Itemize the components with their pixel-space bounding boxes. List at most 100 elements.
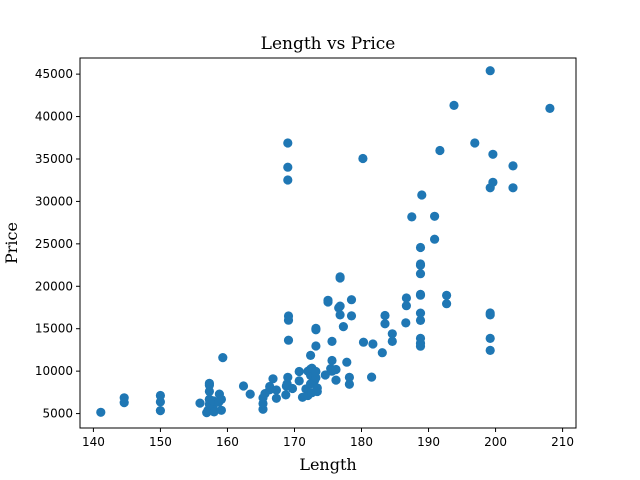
data-point (294, 366, 304, 377)
data-point (271, 393, 281, 403)
data-point (415, 341, 426, 351)
x-tick-label: 210 (551, 435, 574, 449)
data-point (283, 335, 294, 345)
data-point (415, 259, 426, 269)
data-point (311, 323, 321, 333)
data-point (283, 372, 293, 382)
data-point (335, 272, 345, 282)
data-point (344, 379, 354, 389)
data-point (342, 357, 352, 367)
data-point (281, 390, 291, 400)
data-point (415, 242, 426, 253)
data-point (306, 350, 316, 360)
data-point (488, 149, 498, 159)
data-point (368, 339, 378, 349)
y-tick-label: 20000 (35, 279, 73, 293)
data-point (204, 386, 214, 396)
y-tick-label: 25000 (35, 237, 73, 251)
data-point (327, 355, 337, 366)
data-point (238, 381, 249, 391)
data-point (545, 103, 555, 113)
x-tick-label: 170 (283, 435, 306, 449)
data-point (380, 319, 390, 329)
data-point (377, 348, 387, 358)
data-point (331, 375, 341, 385)
data-point (407, 212, 417, 222)
data-point (271, 385, 281, 395)
x-tick-label: 140 (82, 435, 105, 449)
data-point (268, 374, 278, 384)
data-point (401, 293, 411, 303)
x-axis-ticks: 140 150 160 170 180 190 200 210 (82, 428, 574, 449)
data-point (485, 333, 495, 343)
y-tick-label: 35000 (35, 152, 73, 166)
y-tick-label: 30000 (35, 194, 73, 208)
data-point (283, 315, 294, 325)
data-point (311, 341, 321, 351)
data-point (430, 211, 440, 221)
data-point (283, 138, 293, 148)
data-point (312, 383, 322, 393)
data-point (209, 407, 219, 417)
data-point (508, 161, 518, 171)
data-point (218, 353, 228, 363)
data-point (358, 153, 368, 164)
data-point (442, 299, 452, 309)
data-point (435, 145, 445, 156)
data-point (387, 329, 397, 339)
x-tick-label: 180 (350, 435, 373, 449)
data-point (195, 398, 205, 408)
data-point (204, 378, 214, 388)
data-point (335, 310, 345, 320)
y-tick-label: 5000 (42, 407, 73, 421)
y-axis-ticks: 5000 10000 15000 20000 25000 30000 35000 40000 4… (35, 67, 80, 421)
data-point (417, 190, 427, 200)
y-tick-label: 10000 (35, 364, 73, 378)
data-point (380, 310, 390, 321)
y-tick-label: 45000 (35, 67, 73, 81)
data-point (327, 336, 337, 346)
data-point (320, 370, 330, 380)
data-point (488, 177, 498, 187)
data-point (216, 394, 226, 404)
data-point (245, 389, 255, 399)
data-point (283, 162, 293, 172)
data-point (415, 290, 426, 300)
data-point (331, 364, 341, 375)
data-point (294, 376, 304, 386)
y-tick-label: 40000 (35, 110, 73, 124)
data-point (346, 295, 357, 305)
data-point (119, 393, 129, 403)
data-point (346, 311, 357, 321)
data-point (401, 301, 411, 311)
data-point (155, 390, 165, 401)
data-point (415, 269, 426, 279)
data-point (415, 315, 426, 325)
data-point (287, 383, 298, 394)
data-point (311, 366, 321, 377)
data-point (415, 308, 426, 318)
data-point (387, 336, 397, 346)
data-point (216, 405, 226, 415)
data-point (485, 310, 495, 320)
y-tick-label: 15000 (35, 322, 73, 336)
data-point (283, 175, 293, 185)
chart-title: Length vs Price (261, 34, 396, 54)
data-point (358, 337, 369, 347)
data-point (442, 290, 452, 300)
x-axis-label: Length (299, 455, 356, 474)
data-point (430, 234, 440, 244)
data-point (96, 407, 106, 417)
x-tick-label: 200 (484, 435, 507, 449)
data-point (155, 406, 165, 416)
data-point (401, 318, 411, 328)
data-point (338, 322, 348, 332)
data-point (449, 100, 459, 110)
data-point (367, 372, 377, 382)
x-tick-label: 190 (417, 435, 440, 449)
plot-area-frame (79, 57, 577, 429)
data-point (335, 301, 345, 311)
data-point (323, 295, 333, 305)
x-tick-label: 150 (149, 435, 172, 449)
